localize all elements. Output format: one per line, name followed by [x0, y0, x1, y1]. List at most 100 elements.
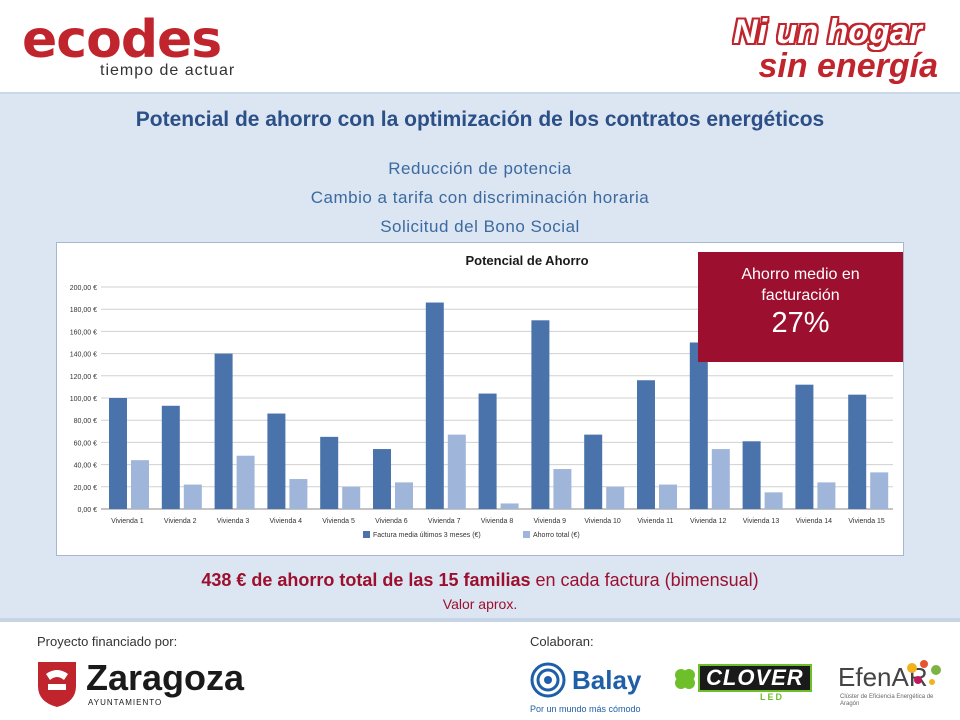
bar-factura	[795, 384, 814, 509]
measure-item: Cambio a tarifa con discriminación horar…	[310, 188, 650, 207]
ecodes-tagline: tiempo de actuar	[100, 62, 236, 79]
ecodes-logo-word: ecodes	[22, 10, 222, 70]
badge-label-line2: facturación	[761, 287, 840, 304]
bar-factura	[584, 434, 603, 509]
legend-swatch	[363, 531, 370, 538]
bar-ahorro	[395, 482, 413, 509]
x-tick-label: Vivienda 9	[534, 518, 567, 525]
bar-ahorro	[553, 469, 572, 509]
x-tick-label: Vivienda 14	[796, 518, 833, 525]
footer: Proyecto financiado por: Colaboran: Zara…	[0, 622, 960, 720]
total-savings-strong: 438 € de ahorro total de las 15 familias	[201, 570, 531, 590]
y-tick-label: 180,00 €	[70, 307, 97, 314]
zaragoza-shield-icon	[38, 662, 76, 707]
bar-factura	[109, 398, 127, 509]
y-tick-label: 0,00 €	[78, 507, 98, 514]
balay-tagline: Por un mundo más cómodo	[530, 704, 641, 714]
measures-list: Reducción de potencia Cambio a tarifa co…	[0, 154, 960, 241]
x-tick-label: Vivienda 5	[322, 518, 355, 525]
x-tick-label: Vivienda 10	[584, 518, 621, 525]
y-tick-label: 100,00 €	[70, 396, 97, 403]
bar-ahorro	[500, 503, 519, 509]
legend-label: Factura media últimos 3 meses (€)	[373, 532, 481, 539]
x-tick-label: Vivienda 11	[637, 518, 673, 525]
y-tick-label: 60,00 €	[74, 440, 97, 447]
bar-factura	[214, 353, 233, 509]
financed-label: Proyecto financiado por:	[37, 634, 178, 649]
bar-ahorro	[131, 460, 149, 509]
x-tick-label: Vivienda 13	[743, 518, 780, 525]
y-tick-label: 20,00 €	[74, 485, 97, 492]
campaign-logo-line2: sin energía	[758, 47, 938, 85]
y-tick-label: 120,00 €	[70, 374, 97, 381]
zaragoza-sub: AYUNTAMIENTO	[88, 698, 163, 707]
bar-factura	[373, 449, 391, 509]
total-savings-line: 438 € de ahorro total de las 15 familias…	[0, 570, 960, 591]
bar-chart: Potencial de Ahorro 0,00 € 20,00 € 40,00 € 6…	[70, 253, 893, 539]
y-tick-label: 140,00 €	[70, 352, 97, 359]
x-tick-label: Vivienda 12	[690, 518, 727, 525]
chart-title: Potencial de Ahorro	[465, 253, 588, 268]
measure-item: Solicitud del Bono Social	[380, 217, 580, 236]
bar-factura	[425, 302, 444, 509]
x-tick-label: Vivienda 8	[481, 518, 514, 525]
y-tick-label: 80,00 €	[74, 418, 97, 425]
zaragoza-logo: Zaragoza AYUNTAMIENTO	[36, 658, 246, 710]
bar-ahorro	[342, 486, 361, 509]
bar-factura	[689, 342, 708, 509]
clover-leaf-icon	[675, 669, 695, 689]
x-tick-label: Vivienda 15	[848, 518, 885, 525]
collaborators-label: Colaboran:	[530, 634, 594, 649]
bar-factura	[320, 436, 339, 509]
legend-label: Ahorro total (€)	[533, 532, 580, 539]
x-tick-label: Vivienda 7	[428, 518, 461, 525]
y-tick-label: 40,00 €	[74, 463, 97, 470]
bar-ahorro	[289, 479, 308, 509]
y-tick-label: 160,00 €	[70, 329, 97, 336]
bar-ahorro	[764, 492, 783, 509]
bar-factura	[848, 394, 867, 509]
balay-spiral-icon	[530, 662, 566, 698]
x-tick-label: Vivienda 6	[375, 518, 408, 525]
approx-note: Valor aprox.	[442, 596, 518, 612]
balay-word: Balay	[572, 665, 642, 695]
legend-swatch	[523, 531, 530, 538]
zaragoza-word: Zaragoza	[86, 657, 245, 698]
efenar-dots-icon	[907, 660, 941, 685]
badge-value: 27%	[771, 307, 830, 339]
savings-badge: Ahorro medio en facturación 27%	[698, 252, 903, 362]
bar-factura	[161, 405, 180, 509]
x-tick-label: Vivienda 1	[111, 518, 144, 525]
bar-factura	[267, 413, 286, 509]
bar-ahorro	[447, 434, 466, 509]
bar-ahorro	[236, 455, 255, 509]
bar-ahorro	[659, 484, 677, 509]
campaign-logo: Ni un hogar sin energía	[733, 12, 942, 86]
bar-ahorro	[870, 472, 889, 509]
efenar-sub: Clúster de Eficiencia Energética de Arag…	[840, 694, 934, 707]
bar-ahorro	[183, 484, 202, 509]
measure-item: Reducción de potencia	[388, 159, 572, 178]
efenar-logo: EfenAR Clúster de Eficiencia Energética …	[838, 658, 948, 716]
clover-sub: LED	[760, 692, 784, 702]
x-tick-label: Vivienda 2	[164, 518, 197, 525]
x-tick-label: Vivienda 3	[217, 518, 250, 525]
campaign-logo-line1: Ni un hogar	[733, 13, 922, 51]
main-panel: Potencial de ahorro con la optimización …	[0, 92, 960, 622]
clover-word: CLOVER	[698, 664, 812, 692]
y-tick-label: 200,00 €	[70, 285, 97, 292]
bar-ahorro	[606, 486, 625, 509]
total-savings-rest: en cada factura (bimensual)	[530, 570, 759, 590]
x-tick-label: Vivienda 4	[270, 518, 303, 525]
bar-ahorro	[711, 449, 730, 509]
header: ecodes tiempo de actuar Ni un hogar sin …	[0, 0, 960, 92]
bar-ahorro	[817, 482, 836, 509]
bar-factura	[531, 320, 550, 509]
bar-factura	[478, 393, 497, 509]
ecodes-logo: ecodes tiempo de actuar	[22, 14, 242, 82]
balay-logo: Balay Por un mundo más cómodo	[528, 658, 658, 714]
bar-factura	[637, 380, 655, 509]
bar-factura	[742, 441, 761, 509]
clover-led-logo: CLOVER LED	[672, 662, 822, 702]
